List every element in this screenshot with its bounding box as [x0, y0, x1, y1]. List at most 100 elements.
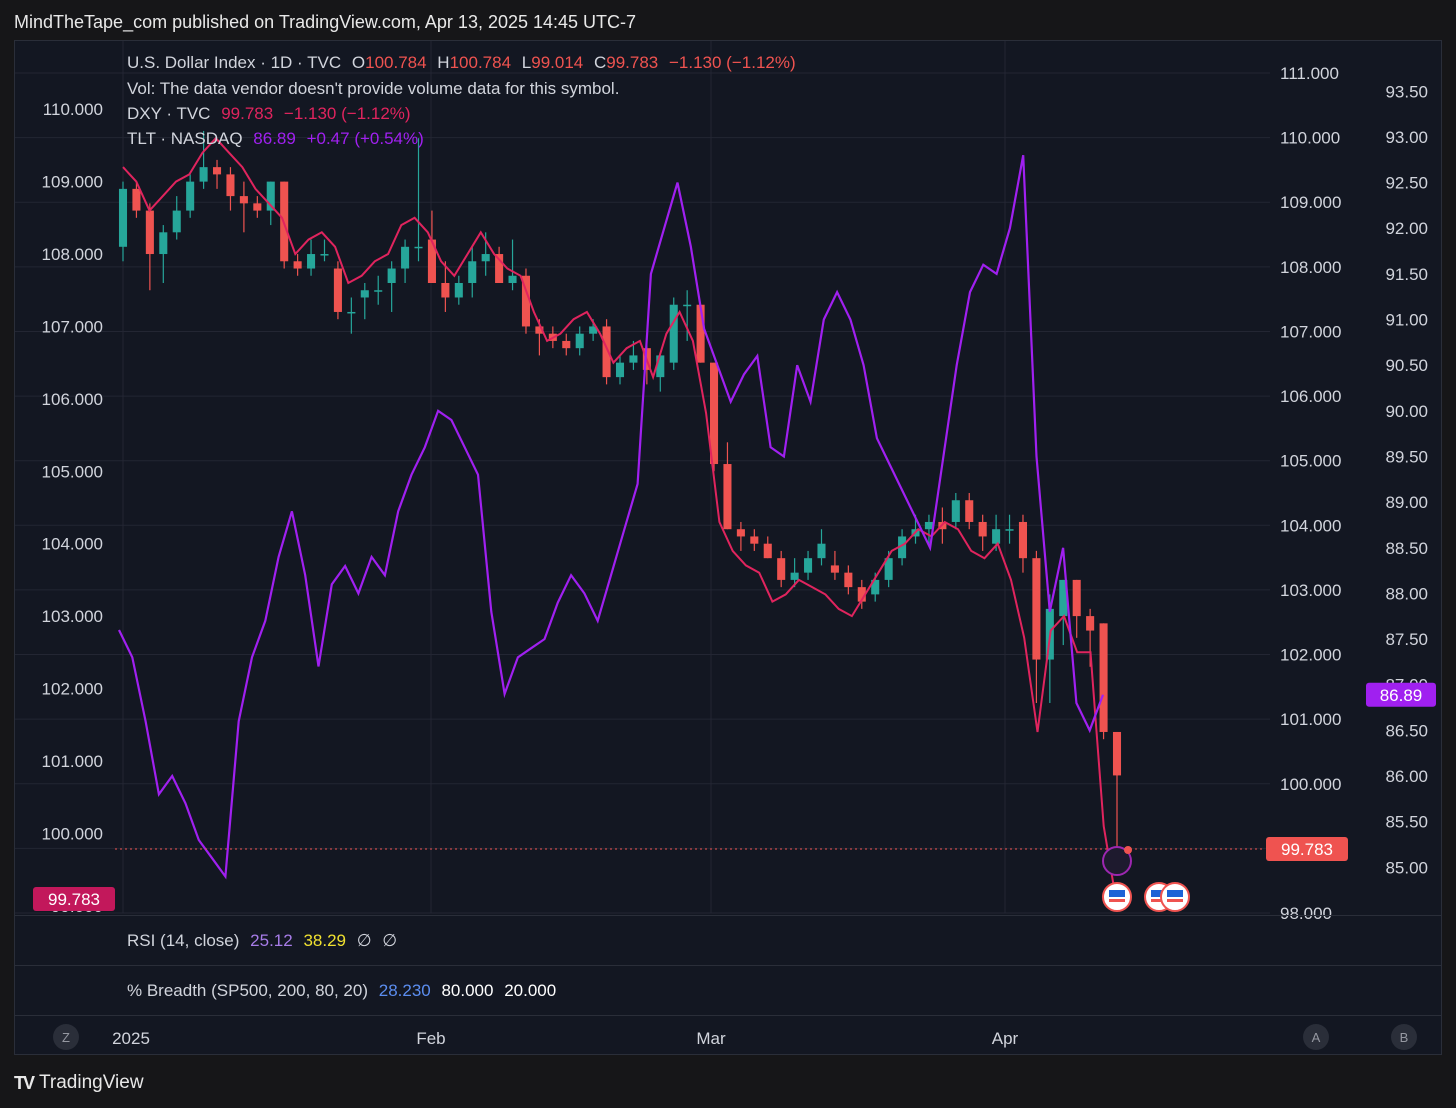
middle-axis-tick-9: 107.000 — [1280, 322, 1341, 341]
us-flag-canton-icon-0 — [1109, 890, 1125, 897]
legend-h-label: H — [437, 53, 450, 72]
candle-body-23 — [427, 239, 436, 283]
candle-body-58 — [898, 536, 907, 559]
lightning-event-icon — [1102, 846, 1132, 876]
right-axis-tick-3: 86.50 — [1385, 721, 1428, 740]
middle-axis-tick-3: 101.000 — [1280, 710, 1341, 729]
b-button[interactable]: B — [1391, 1024, 1417, 1050]
candle-body-1 — [132, 188, 141, 211]
candle-body-28 — [495, 254, 504, 283]
candle-body-17 — [347, 311, 356, 314]
candle-body-68 — [1032, 558, 1041, 660]
legend-high: 100.784 — [449, 53, 512, 72]
candle-body-26 — [468, 261, 477, 283]
zoom-z-button[interactable]: Z — [53, 1024, 79, 1050]
right-axis-tick-9: 89.50 — [1385, 447, 1428, 466]
x-axis-label-3: Apr — [992, 1029, 1019, 1048]
dxy-mid-price-text: 99.783 — [1281, 840, 1333, 859]
left-axis-tick-2: 101.000 — [42, 752, 103, 771]
x-axis-label-2: Mar — [696, 1029, 726, 1048]
dxy-left-price-text: 99.783 — [48, 890, 100, 909]
candle-body-70 — [1059, 579, 1068, 617]
candle-body-47 — [750, 536, 759, 544]
tlt-series-line — [118, 155, 1105, 880]
candle-body-21 — [401, 246, 410, 269]
left-axis-tick-3: 102.000 — [42, 680, 103, 699]
right-axis-tick-13: 91.50 — [1385, 265, 1428, 284]
event-alert-dot-icon — [1124, 846, 1132, 854]
middle-axis-tick-5: 103.000 — [1280, 581, 1341, 600]
rsi-pane-separator[interactable] — [15, 915, 1441, 916]
middle-axis-tick-12: 110.000 — [1280, 129, 1340, 148]
right-axis-tick-16: 93.00 — [1385, 128, 1428, 147]
candle-body-27 — [481, 254, 490, 262]
breadth-pane-separator[interactable] — [15, 965, 1441, 966]
candle-body-6 — [199, 167, 208, 182]
legend-o-label: O — [351, 53, 366, 72]
breadth-lower: 20.000 — [504, 981, 557, 1000]
candle-body-52 — [817, 543, 826, 559]
candle-body-63 — [965, 500, 974, 522]
candle-body-53 — [830, 565, 839, 573]
candle-body-14 — [307, 254, 316, 269]
candle-body-3 — [159, 232, 168, 255]
right-axis-tick-10: 90.00 — [1385, 402, 1428, 421]
candle-body-72 — [1086, 616, 1095, 631]
legend-open: 100.784 — [365, 53, 427, 72]
candle-body-0 — [118, 188, 128, 247]
rsi-value: 25.12 — [250, 931, 293, 950]
dxy-series-line — [122, 136, 1118, 906]
middle-axis-tick-11: 109.000 — [1280, 193, 1341, 212]
breadth-title: % Breadth (SP500, 200, 80, 20) — [127, 981, 368, 1000]
candle-body-67 — [1018, 521, 1028, 559]
candle-body-74 — [1112, 731, 1122, 776]
candle-body-73 — [1099, 623, 1108, 732]
right-axis-tick-15: 92.50 — [1385, 174, 1428, 193]
left-axis-tick-10: 109.000 — [42, 173, 103, 192]
candle-body-33 — [562, 340, 571, 349]
candle-body-37 — [615, 362, 625, 378]
left-axis-tick-5: 104.000 — [42, 535, 103, 554]
legend-close: 99.783 — [606, 53, 659, 72]
chart-frame[interactable]: 99.000100.000101.000102.000103.000104.00… — [14, 40, 1442, 1055]
middle-axis-tick-10: 108.000 — [1280, 258, 1341, 277]
candle-body-13 — [293, 261, 302, 269]
x-axis-label-0: 2025 — [112, 1029, 150, 1048]
tradingview-logo[interactable]: TV TradingView — [14, 1072, 144, 1094]
candle-body-42 — [683, 304, 692, 307]
legend-change: −1.130 (−1.12%) — [668, 53, 796, 72]
tradingview-mark-icon: TV — [14, 1072, 35, 1093]
candle-body-2 — [145, 210, 154, 255]
x-axis-label-1: Feb — [416, 1029, 445, 1048]
candle-body-15 — [320, 254, 329, 256]
dxy-left-price-tag — [33, 887, 115, 912]
legend-volume-note: Vol: The data vendor doesn't provide vol… — [127, 79, 620, 98]
tlt-price-text: 86.89 — [1380, 686, 1423, 705]
breadth-value: 28.230 — [378, 981, 431, 1000]
right-axis-tick-17: 93.50 — [1385, 82, 1428, 101]
breadth-upper: 80.000 — [441, 981, 494, 1000]
middle-axis-tick-2: 100.000 — [1280, 775, 1341, 794]
tradingview-brand: TradingView — [39, 1072, 144, 1093]
legend-tlt-value: 86.89 — [253, 129, 296, 148]
legend-dxy-change: −1.130 (−1.12%) — [283, 104, 411, 123]
time-axis-separator — [15, 1015, 1441, 1016]
candle-body-8 — [226, 174, 235, 197]
candle-body-66 — [1005, 529, 1014, 531]
legend-l-label: L — [521, 53, 532, 72]
candle-body-25 — [454, 283, 463, 298]
left-axis-tick-11: 110.000 — [43, 100, 103, 119]
candle-body-16 — [333, 268, 342, 312]
auto-scale-button[interactable]: A — [1303, 1024, 1329, 1050]
dxy-mid-price-tag — [1266, 837, 1348, 862]
candle-body-41 — [669, 304, 678, 363]
middle-axis-tick-4: 102.000 — [1280, 646, 1341, 665]
middle-axis-tick-13: 111.000 — [1280, 64, 1339, 83]
legend-dxy-symbol: DXY · TVC — [127, 104, 211, 123]
left-axis-tick-6: 105.000 — [42, 462, 103, 481]
us-flag-stripe-icon-1 — [1151, 899, 1167, 902]
tlt-price-tag — [1366, 682, 1436, 707]
main-chart[interactable]: 99.000100.000101.000102.000103.000104.00… — [15, 41, 1443, 1056]
candle-body-30 — [521, 275, 531, 327]
candle-body-51 — [804, 558, 813, 573]
